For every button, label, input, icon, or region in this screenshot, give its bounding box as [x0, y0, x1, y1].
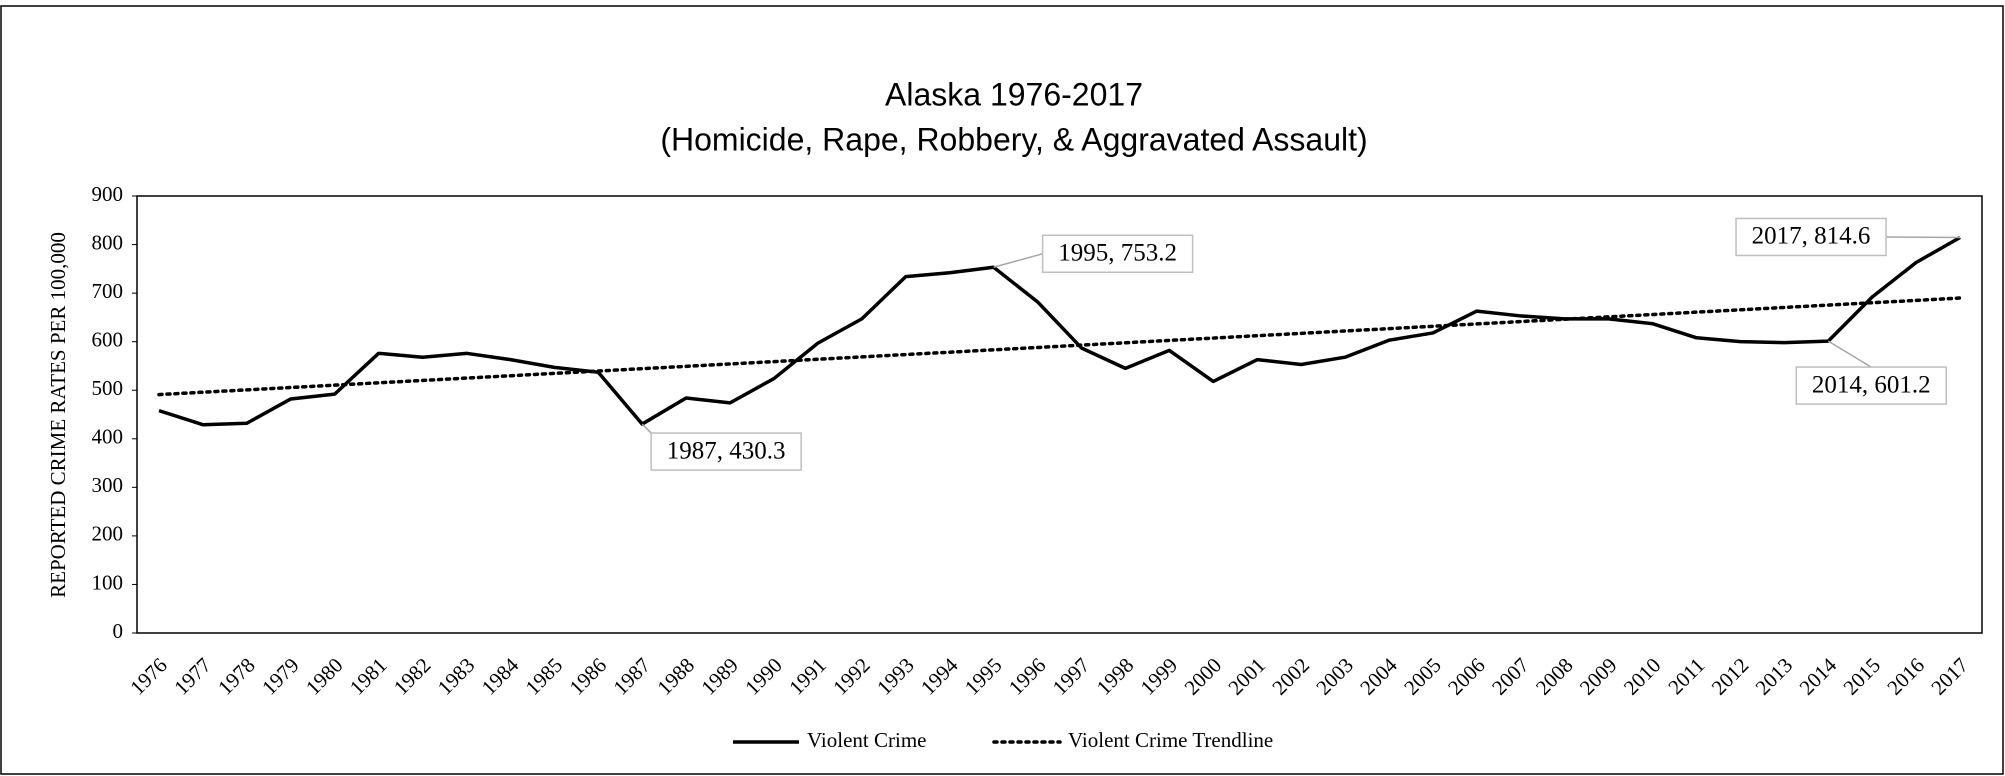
y-tick-label: 300 [92, 473, 124, 497]
y-tick-label: 700 [92, 279, 124, 303]
plot-area [136, 195, 1983, 634]
annotation-leader [641, 423, 652, 434]
y-tick-label: 200 [92, 522, 124, 546]
annotation-leader [1886, 236, 1961, 239]
series-line [157, 296, 1962, 397]
data-label: 2014, 601.2 [1812, 371, 1931, 398]
y-axis-title: REPORTED CRIME RATES PER 100,000 [46, 232, 70, 598]
annotation-box [1795, 366, 1947, 405]
legend-label: Violent Crime [807, 728, 926, 752]
data-label: 1987, 430.3 [667, 437, 786, 464]
data-label: 2017, 814.6 [1752, 223, 1871, 250]
y-tick-label: 900 [92, 182, 124, 206]
annotation-leader [993, 253, 1043, 269]
chart-subtitle: (Homicide, Rape, Robbery, & Aggravated A… [660, 121, 1367, 157]
y-tick-label: 600 [92, 327, 124, 351]
series-line [158, 235, 1961, 427]
annotation-leader [1827, 340, 1872, 368]
y-tick-label: 100 [92, 570, 124, 594]
y-tick-label: 800 [92, 230, 124, 254]
legend-label: Violent Crime Trendline [1068, 728, 1273, 752]
annotation-box [1735, 217, 1887, 257]
annotation-box [1041, 234, 1194, 274]
data-label: 1995, 753.2 [1058, 240, 1177, 267]
y-tick-label: 500 [92, 376, 124, 400]
chart-title: Alaska 1976-2017 [885, 76, 1143, 112]
annotation-box [650, 432, 802, 471]
y-tick-label: 0 [113, 619, 124, 643]
y-tick-label: 400 [92, 425, 124, 449]
chart-border [0, 5, 2004, 775]
